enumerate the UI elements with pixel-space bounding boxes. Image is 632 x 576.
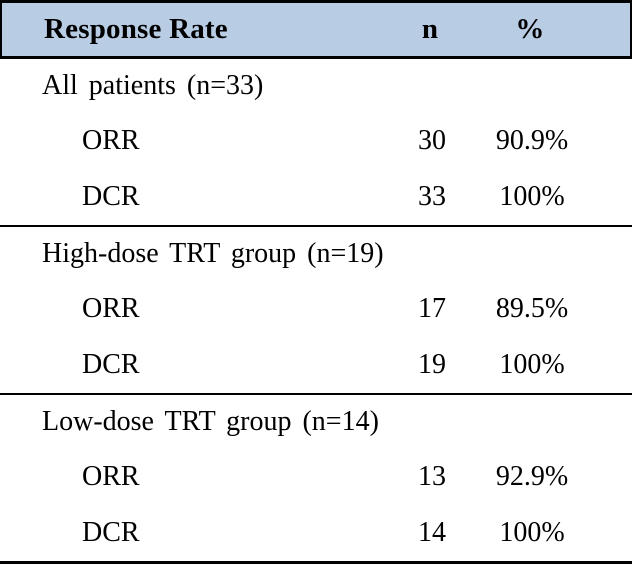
response-rate-table: Response Rate n % All patients (n=33) OR… — [0, 0, 632, 564]
row-label: DCR — [82, 517, 140, 548]
group-label-row: High-dose TRT group (n=19) — [0, 227, 632, 281]
group-label-row: All patients (n=33) — [0, 59, 632, 113]
row-percent-value: 100% — [499, 517, 565, 548]
group-label-row: Low-dose TRT group (n=14) — [0, 395, 632, 449]
header-response-rate: Response Rate — [44, 13, 228, 45]
row-n-value: 33 — [418, 181, 446, 212]
row-label: DCR — [82, 181, 140, 212]
table-row: ORR 17 89.5% — [0, 281, 632, 337]
row-label: ORR — [82, 461, 140, 492]
row-label: ORR — [82, 125, 140, 156]
row-n-value: 30 — [418, 125, 446, 156]
row-percent-value: 100% — [499, 181, 565, 212]
table-row: DCR 14 100% — [0, 505, 632, 561]
section-all-patients: All patients (n=33) ORR 30 90.9% DCR 33 … — [0, 59, 632, 227]
group-label: All patients (n=33) — [42, 70, 264, 101]
row-n-value: 14 — [418, 517, 446, 548]
header-percent: % — [515, 13, 545, 45]
section-high-dose: High-dose TRT group (n=19) ORR 17 89.5% … — [0, 227, 632, 395]
group-label: High-dose TRT group (n=19) — [42, 238, 384, 269]
table-row: ORR 30 90.9% — [0, 113, 632, 169]
group-label: Low-dose TRT group (n=14) — [42, 406, 379, 437]
row-percent-value: 89.5% — [495, 293, 569, 324]
row-percent-value: 100% — [499, 349, 565, 380]
row-label: ORR — [82, 293, 140, 324]
section-low-dose: Low-dose TRT group (n=14) ORR 13 92.9% D… — [0, 395, 632, 561]
row-n-value: 17 — [418, 293, 446, 324]
row-n-value: 19 — [418, 349, 446, 380]
row-percent-value: 90.9% — [495, 125, 569, 156]
row-label: DCR — [82, 349, 140, 380]
table-row: ORR 13 92.9% — [0, 449, 632, 505]
table-header-row: Response Rate n % — [0, 0, 632, 59]
header-n: n — [421, 13, 439, 45]
table-row: DCR 33 100% — [0, 169, 632, 225]
table-row: DCR 19 100% — [0, 337, 632, 393]
row-percent-value: 92.9% — [495, 461, 569, 492]
row-n-value: 13 — [418, 461, 446, 492]
